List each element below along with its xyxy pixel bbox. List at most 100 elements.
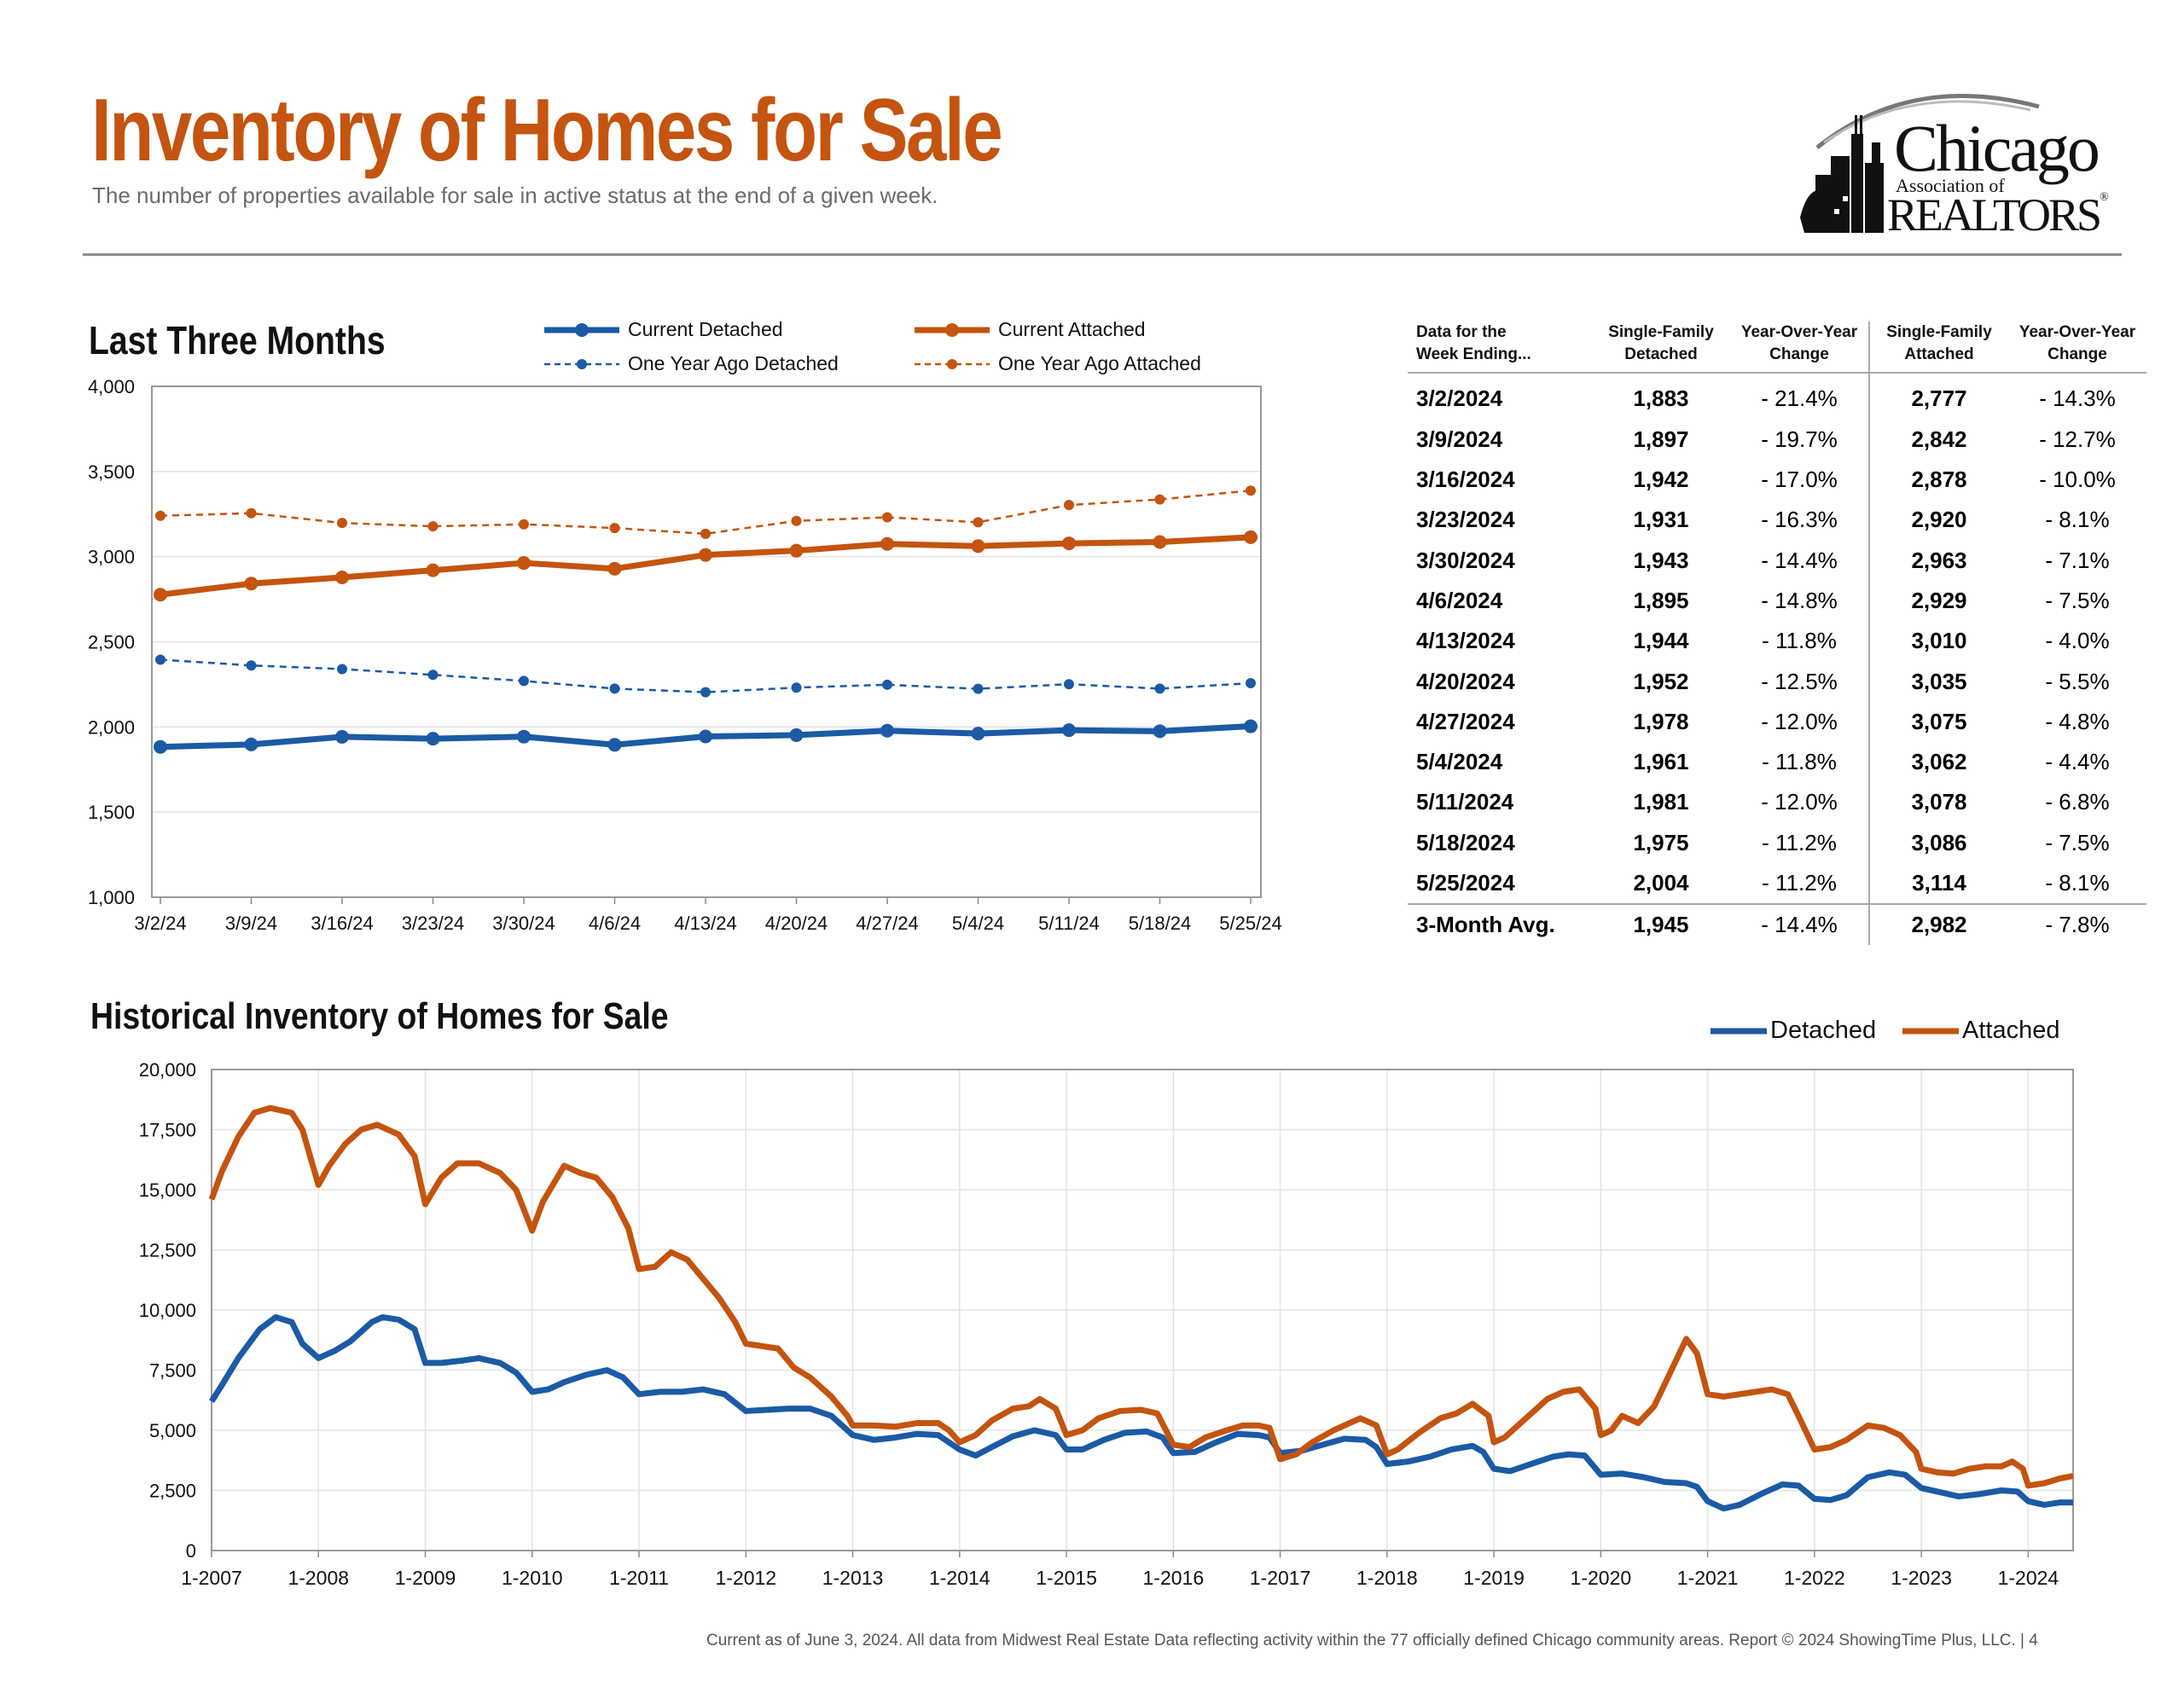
- legend-attached: Attached: [1901, 1017, 2059, 1045]
- series-line-current-attached: [160, 534, 1252, 598]
- table-row: 4/13/2024 1,944 - 11.8% 3,010 - 4.0%: [1408, 621, 2146, 662]
- cell-attached: 2,777: [1868, 373, 2008, 420]
- cell-attached: 2,842: [1868, 419, 2008, 460]
- cell-attached: 2,963: [1868, 540, 2008, 581]
- x-tick-label: 1-2016: [1143, 1567, 1205, 1589]
- skyline-logo-icon: [1800, 94, 2040, 233]
- y-tick-label: 1,000: [88, 887, 135, 908]
- x-tick-label: 3/16/24: [311, 913, 373, 934]
- col-header-attached: Single-Family Attached: [1868, 322, 2008, 374]
- table-row: 3/30/2024 1,943 - 14.4% 2,963 - 7.1%: [1408, 540, 2146, 581]
- table-row: 4/27/2024 1,978 - 12.0% 3,075 - 4.8%: [1408, 701, 2146, 742]
- page-title: Inventory of Homes for Sale: [91, 81, 1003, 180]
- data-point: [1244, 719, 1258, 733]
- series-line-one-year-ago-attached: [160, 489, 1252, 536]
- y-tick-label: 2,500: [88, 632, 135, 653]
- legend-swatch-year-ago-detached: [544, 358, 619, 369]
- data-point: [1062, 536, 1076, 551]
- legend-swatch-current-attached: [915, 322, 990, 337]
- x-tick-label: 1-2018: [1356, 1567, 1418, 1589]
- y-tick-label: 3,000: [88, 547, 135, 568]
- legend-current-attached: Current Attached: [913, 318, 1146, 341]
- cell-attached: 2,920: [1868, 500, 2008, 541]
- cell-week: 4/27/2024: [1416, 708, 1515, 734]
- data-point: [789, 543, 804, 558]
- historical-chart-title: Historical Inventory of Homes for Sale: [90, 995, 669, 1037]
- x-tick-label: 3/2/24: [134, 913, 186, 934]
- cell-attached-yoy: - 10.0%: [2039, 467, 2116, 493]
- cell-attached: 2,929: [1868, 580, 2008, 622]
- cell-week: 5/18/2024: [1416, 829, 1515, 855]
- cell-detached-yoy: - 11.2%: [1762, 829, 1837, 855]
- legend-label: Current Attached: [998, 318, 1146, 340]
- footer-note: Current as of June 3, 2024. All data fro…: [706, 1632, 2038, 1649]
- page-subtitle: The number of properties available for s…: [92, 183, 938, 208]
- cell-detached: 1,978: [1633, 708, 1689, 734]
- cell-attached: 2,982: [1868, 903, 2008, 946]
- y-tick-label: 12,500: [139, 1240, 196, 1261]
- legend-label: One Year Ago Attached: [998, 352, 1201, 374]
- cell-detached-yoy: - 14.4%: [1761, 547, 1838, 573]
- cell-detached: 1,975: [1633, 829, 1689, 855]
- data-point: [427, 521, 439, 532]
- data-point: [154, 588, 167, 602]
- cell-detached-yoy: - 12.5%: [1761, 668, 1838, 694]
- x-tick-label: 1-2014: [929, 1567, 990, 1589]
- data-point: [335, 729, 349, 744]
- x-tick-label: 4/27/24: [856, 913, 918, 934]
- x-tick-label: 1-2024: [1998, 1567, 2059, 1589]
- series-line-detached: [209, 1313, 2073, 1512]
- y-tick-label: 5,000: [149, 1420, 196, 1441]
- col-header-detached-yoy: Year-Over-Year Change: [1730, 322, 1869, 374]
- logo-text-association: Association of: [1896, 175, 2005, 196]
- data-point: [426, 732, 440, 746]
- logo-text-chicago: Chicago: [1894, 111, 2100, 185]
- cell-attached-yoy: - 7.5%: [2045, 587, 2110, 613]
- table-row: 3/2/2024 1,883 - 21.4% 2,777 - 14.3%: [1408, 373, 2146, 420]
- x-tick-label: 1-2013: [822, 1567, 884, 1589]
- series-line-attached: [208, 1104, 2074, 1489]
- data-point: [607, 561, 622, 576]
- data-point: [1064, 500, 1074, 511]
- legend-year-ago-detached: One Year Ago Detached: [543, 352, 839, 375]
- cell-attached-yoy: - 4.8%: [2045, 708, 2110, 734]
- plot-frame: [151, 386, 1262, 898]
- cell-detached-yoy: - 14.8%: [1761, 587, 1838, 613]
- col-header-detached: Single-Family Detached: [1592, 322, 1730, 374]
- x-tick-label: 1-2009: [395, 1567, 456, 1589]
- data-point: [1246, 485, 1256, 496]
- y-tick-label: 17,500: [139, 1120, 196, 1141]
- data-point: [882, 512, 892, 523]
- data-point: [973, 517, 984, 528]
- data-point: [246, 660, 257, 671]
- cell-attached-yoy: - 8.1%: [2045, 869, 2110, 896]
- cell-attached: 3,035: [1868, 661, 2008, 702]
- cell-attached-yoy: - 5.5%: [2045, 668, 2110, 694]
- cell-detached-yoy: - 11.8%: [1762, 749, 1837, 775]
- cell-attached: 3,078: [1868, 782, 2008, 823]
- data-point: [1153, 724, 1167, 739]
- table-header-row: Data for the Week Ending... Single-Family…: [1408, 322, 2146, 374]
- cell-detached-yoy: - 11.8%: [1762, 628, 1837, 654]
- y-tick-label: 0: [186, 1540, 196, 1562]
- weekly-inventory-table: Data for the Week Ending... Single-Family…: [1408, 322, 2146, 946]
- data-point: [337, 518, 347, 529]
- data-point: [426, 563, 440, 577]
- data-point: [699, 548, 712, 562]
- x-tick-label: 3/9/24: [225, 913, 277, 934]
- x-tick-label: 5/18/24: [1129, 913, 1191, 934]
- cell-detached-yoy: - 11.2%: [1762, 869, 1837, 896]
- cell-week: 5/11/2024: [1416, 789, 1514, 815]
- cell-attached-yoy: - 4.4%: [2045, 749, 2110, 775]
- x-tick-label: 4/20/24: [765, 913, 828, 934]
- cell-detached: 1,931: [1633, 507, 1689, 533]
- data-point: [1153, 535, 1167, 549]
- data-point: [1246, 678, 1256, 689]
- cell-detached-yoy: - 21.4%: [1761, 386, 1838, 412]
- cell-week: 4/20/2024: [1416, 668, 1515, 694]
- data-point: [517, 556, 531, 571]
- cell-detached: 1,942: [1633, 467, 1689, 493]
- cell-attached-yoy: - 12.7%: [2039, 426, 2116, 452]
- table-average-row: 3-Month Avg. 1,945- 14.4% 2,982- 7.8%: [1408, 903, 2146, 946]
- col-header-attached-yoy: Year-Over-Year Change: [2008, 322, 2146, 374]
